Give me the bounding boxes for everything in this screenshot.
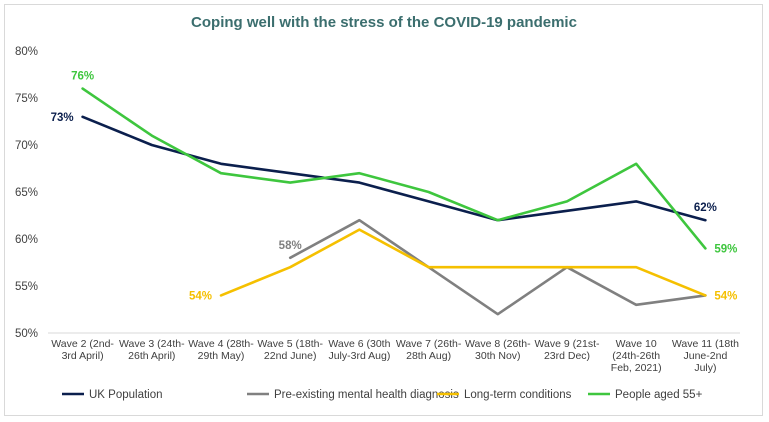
x-tick-label: Wave 4 (28th-29th May) bbox=[188, 338, 254, 362]
x-tick-label: Wave 8 (26th-30th Nov) bbox=[465, 338, 531, 362]
series-lines bbox=[81, 87, 707, 316]
y-tick-label: 60% bbox=[15, 234, 38, 246]
x-tick-label: Wave 10 (24th-26th Feb, 2021) bbox=[611, 338, 662, 374]
y-tick-label: 75% bbox=[15, 93, 38, 105]
y-tick-label: 70% bbox=[15, 140, 38, 152]
chart-title: Coping well with the stress of the COVID… bbox=[191, 14, 577, 31]
chart-frame bbox=[4, 4, 763, 416]
y-tick-label: 65% bbox=[15, 187, 38, 199]
legend-label: Pre-existing mental health diagnosis bbox=[274, 389, 459, 401]
y-tick-label: 55% bbox=[15, 281, 38, 293]
x-tick-label: Wave 11 (18th June-2nd July) bbox=[672, 338, 739, 374]
legend: UK Population Pre-existing mental health … bbox=[62, 389, 703, 401]
legend-label: UK Population bbox=[89, 389, 163, 401]
x-tick-label: Wave 3 (24th-26th April) bbox=[119, 338, 185, 362]
y-tick-label: 80% bbox=[15, 46, 38, 58]
y-tick-label: 50% bbox=[15, 328, 38, 340]
series-line-uk-population bbox=[81, 115, 707, 222]
legend-label: Long-term conditions bbox=[464, 389, 572, 401]
data-label: 62% bbox=[694, 202, 717, 214]
y-axis: 80% 75% 70% 65% 60% 55% 50% bbox=[15, 46, 38, 340]
x-axis: Wave 2 (2nd-3rd April)Wave 3 (24th-26th … bbox=[48, 332, 740, 374]
x-tick-label: Wave 6 (30th July-3rd Aug) bbox=[328, 338, 390, 362]
x-tick-label: Wave 2 (2nd-3rd April) bbox=[51, 338, 114, 362]
x-tick-label: Wave 9 (21st-23rd Dec) bbox=[535, 338, 600, 362]
data-label: 54% bbox=[189, 290, 212, 302]
data-label: 54% bbox=[714, 290, 737, 302]
data-label: 59% bbox=[714, 243, 737, 255]
data-labels: 73% 62% 58% 54% 54% 76% 59% bbox=[51, 71, 738, 303]
x-tick-label: Wave 7 (26th-28th Aug) bbox=[396, 338, 462, 362]
data-label: 76% bbox=[71, 71, 94, 83]
series-line-pre-existing-mental-health-diagnosis bbox=[288, 218, 707, 316]
series-line-long-term-conditions bbox=[219, 228, 707, 297]
x-tick-label: Wave 5 (18th-22nd June) bbox=[257, 338, 323, 362]
data-label: 73% bbox=[51, 112, 74, 124]
data-label: 58% bbox=[279, 240, 302, 252]
legend-label: People aged 55+ bbox=[615, 389, 703, 401]
series-line-people-aged-55 bbox=[81, 87, 707, 250]
